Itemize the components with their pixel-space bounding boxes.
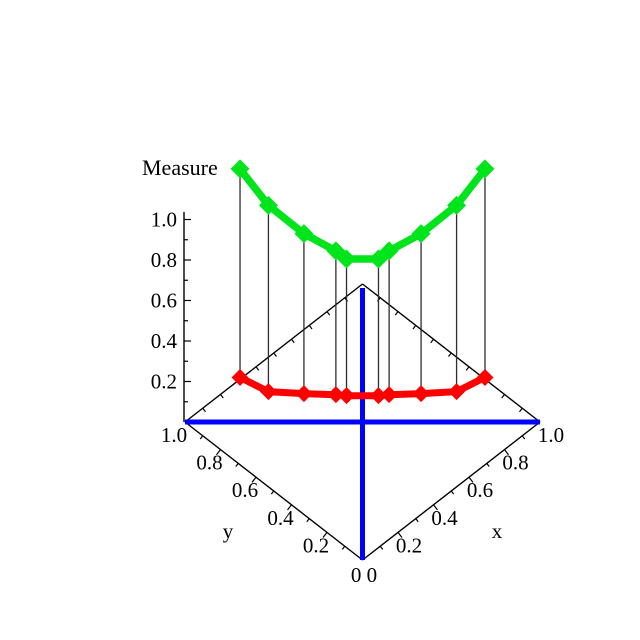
- x-axis-tick: [450, 490, 455, 495]
- z-axis-title: Measure: [142, 155, 218, 180]
- y-axis-tick-label: 1.0: [161, 423, 187, 447]
- x-axis-tick-label: 0.8: [502, 451, 528, 475]
- z-axis-tick-label: 0.6: [151, 289, 177, 313]
- upper-series-marker: [447, 195, 467, 215]
- generated-plot-layers: 0.2 0.4 0.6 0.8 1.0 0.2 0.4 0.6 0.8 1.0 0.2 0.4 0.6 0…: [151, 159, 564, 561]
- y-axis-tick: [251, 476, 257, 483]
- lower-series-marker: [380, 386, 398, 404]
- y-axis-tick-label: 0.2: [303, 533, 329, 557]
- z-axis-tick-label: 0.4: [151, 329, 178, 353]
- back-edge-tick: [412, 325, 417, 330]
- lower-series-marker: [327, 386, 345, 404]
- back-edge-tick: [291, 338, 295, 344]
- x-axis-tick: [486, 463, 490, 467]
- z-axis-tick-label: 0.2: [151, 370, 177, 394]
- back-edge-tick: [326, 311, 331, 316]
- back-edge-tick: [202, 407, 206, 413]
- lower-series-marker: [412, 385, 430, 403]
- y-axis-tick-label: 0.6: [232, 478, 258, 502]
- x-axis-tick: [433, 504, 438, 511]
- z-axis-tick-label: 0.8: [151, 248, 177, 272]
- lower-series-marker: [338, 387, 356, 405]
- back-edge-tick: [394, 311, 399, 316]
- upper-series-marker: [230, 159, 250, 179]
- upper-series-marker: [475, 159, 495, 179]
- y-axis-tick-label: 0.4: [267, 506, 294, 530]
- lower-series-marker: [448, 383, 466, 401]
- lower-series-marker: [295, 385, 313, 403]
- back-edge-tick: [255, 366, 260, 371]
- x-axis-tick-label: 1.0: [538, 423, 564, 447]
- back-edge-tick: [448, 352, 452, 357]
- y-axis-tick: [341, 545, 346, 550]
- back-edge-tick: [220, 394, 224, 399]
- y-axis-tick: [199, 435, 204, 440]
- upper-series-marker: [294, 224, 314, 244]
- lower-series-marker: [476, 368, 494, 386]
- back-edge-tick: [465, 366, 470, 371]
- x-axis-tick: [415, 518, 419, 523]
- back-edge-tick: [501, 394, 505, 399]
- x-axis-tick: [468, 476, 474, 483]
- lower-series-line: [236, 373, 489, 400]
- upper-series-marker: [337, 249, 357, 269]
- z-axis-tick-label: 1.0: [151, 208, 177, 232]
- upper-series-marker: [326, 241, 346, 261]
- origin-label: 0 0: [351, 563, 377, 587]
- x-axis-tick-label: 0.2: [396, 533, 422, 557]
- y-axis-tick: [216, 449, 221, 456]
- y-axis-tick-label: 0.8: [196, 451, 222, 475]
- x-axis-tick: [397, 532, 403, 538]
- y-axis-tick: [287, 504, 292, 511]
- x-axis-tick-label: 0.4: [431, 506, 458, 530]
- back-edge-tick: [308, 325, 313, 330]
- x-axis-tick: [521, 435, 526, 440]
- lower-series-marker: [259, 383, 277, 401]
- lower-series-marker: [369, 387, 387, 405]
- upper-series-marker: [379, 241, 399, 261]
- x-axis-title: x: [492, 519, 503, 543]
- x-axis-tick: [379, 545, 384, 550]
- lower-series-marker: [231, 368, 249, 386]
- y-axis-tick: [270, 490, 275, 495]
- back-edge-tick: [519, 407, 523, 413]
- y-axis-title: y: [223, 519, 234, 543]
- y-axis-tick: [235, 463, 239, 467]
- y-axis-tick: [306, 518, 310, 523]
- back-edge-tick: [430, 338, 434, 344]
- upper-series-marker: [411, 224, 431, 244]
- x-axis-tick: [504, 449, 509, 456]
- upper-series-line: [236, 165, 489, 263]
- x-axis-tick-label: 0.6: [467, 478, 493, 502]
- back-edge-tick: [273, 352, 277, 357]
- upper-series-marker: [258, 195, 278, 215]
- y-axis-tick: [322, 532, 328, 538]
